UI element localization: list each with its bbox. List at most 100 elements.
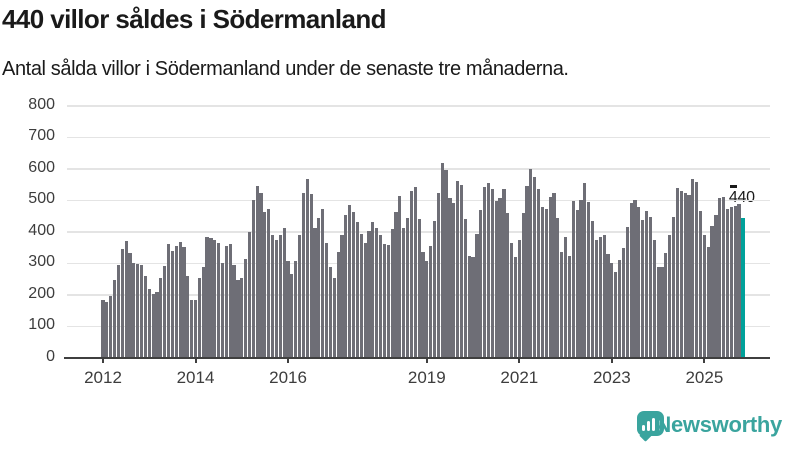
bar [614, 271, 618, 357]
bar [671, 216, 676, 357]
bar [718, 197, 722, 357]
bar [247, 231, 252, 357]
bar [213, 240, 217, 357]
highlight-connector-dash [729, 185, 737, 188]
bar [278, 235, 282, 357]
bar [656, 266, 660, 357]
bar [143, 276, 147, 357]
bar [182, 247, 186, 357]
bar [105, 302, 109, 357]
bar [286, 260, 290, 357]
bar [637, 207, 641, 357]
bar [733, 206, 737, 357]
x-axis-label-2025: 2025 [685, 368, 724, 387]
newsworthy-logo-icon [637, 411, 664, 442]
bar [244, 259, 248, 357]
bar [706, 246, 710, 357]
bar [132, 263, 136, 357]
bar [240, 277, 244, 357]
bar [163, 265, 167, 357]
bar [263, 211, 267, 357]
x-axis-label-2014: 2014 [176, 368, 215, 387]
bar [355, 221, 360, 357]
bar [367, 231, 371, 357]
bar [540, 207, 545, 357]
y-axis-label-300: 300 [28, 253, 55, 270]
bar [494, 200, 498, 357]
bar [652, 240, 656, 357]
x-axis-line [64, 356, 770, 359]
bar [471, 257, 475, 357]
bar [321, 209, 325, 357]
bar [714, 214, 718, 357]
bar [606, 254, 610, 357]
bar [506, 212, 510, 357]
bar [166, 244, 171, 357]
bar [710, 225, 714, 357]
bar [232, 265, 236, 357]
bar [621, 248, 625, 357]
bar [390, 229, 394, 357]
bar [560, 251, 564, 357]
bar [201, 266, 205, 357]
bar [186, 276, 190, 357]
bar [625, 227, 629, 357]
bar [498, 197, 502, 357]
bar [517, 239, 521, 357]
bar [139, 265, 144, 357]
bar [610, 263, 614, 357]
bar [109, 295, 113, 357]
bar [255, 185, 259, 357]
plot-area: 440 2012 2014 2016 2019 2021 2023 2025 [64, 105, 770, 387]
bar [664, 253, 668, 357]
bar [587, 201, 591, 357]
x-axis-label-2023: 2023 [592, 368, 631, 387]
bar [687, 195, 691, 357]
bar [224, 245, 228, 357]
bar [583, 183, 587, 357]
gridline-800 [67, 105, 770, 107]
bar [444, 169, 448, 357]
y-axis-label-400: 400 [28, 221, 55, 239]
bar [190, 300, 194, 357]
bar [448, 198, 452, 357]
bar [722, 196, 726, 357]
bar [571, 200, 575, 357]
bar [394, 211, 398, 357]
bar [151, 294, 155, 357]
bar [236, 280, 240, 357]
bar [382, 243, 386, 357]
bar [217, 242, 221, 357]
bar [510, 242, 514, 357]
y-axis-label-800: 800 [28, 95, 55, 113]
bar [294, 261, 298, 357]
bar [259, 193, 263, 357]
bar [170, 250, 174, 357]
bar [629, 202, 633, 357]
bar [648, 216, 652, 357]
bar [579, 199, 583, 357]
bar [116, 265, 120, 357]
x-axis-label-2021: 2021 [500, 368, 539, 387]
bar [351, 211, 356, 357]
x-axis-label-2012: 2012 [84, 368, 122, 387]
bar [209, 238, 213, 357]
bar [502, 189, 506, 357]
bar [617, 259, 622, 357]
gridline-700 [67, 136, 770, 138]
bar [529, 169, 533, 357]
bar [344, 214, 348, 357]
y-axis-label-200: 200 [28, 284, 55, 302]
bar [598, 237, 602, 357]
bar [363, 243, 367, 357]
bar [695, 181, 699, 357]
bar [698, 210, 703, 357]
bar [456, 180, 460, 357]
bar [590, 220, 595, 357]
bar [475, 234, 479, 357]
bar [683, 193, 687, 357]
bar [402, 227, 406, 357]
bar [421, 251, 425, 357]
bar [417, 219, 421, 357]
bar [197, 278, 201, 357]
